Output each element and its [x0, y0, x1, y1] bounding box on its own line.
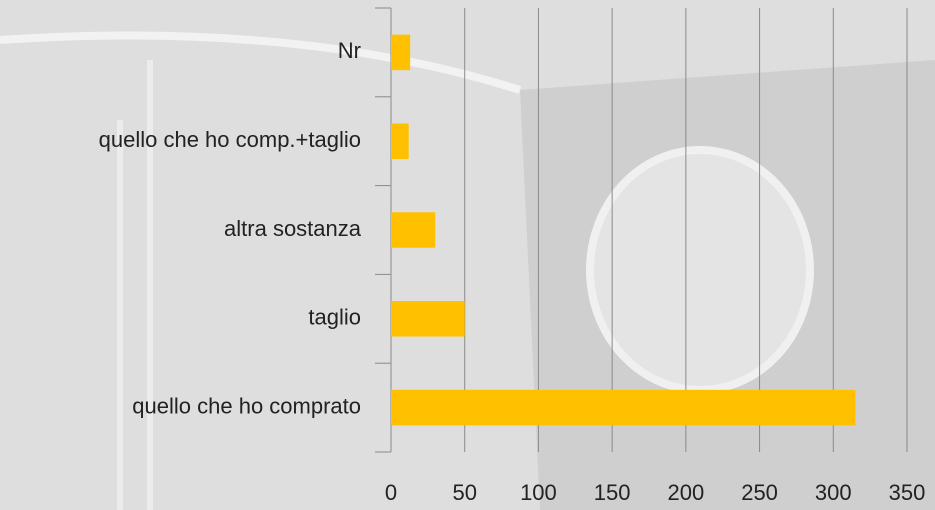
- x-tick-label: 150: [594, 480, 631, 505]
- x-tick-label: 300: [815, 480, 852, 505]
- x-tick-label: 100: [520, 480, 557, 505]
- y-tick-label: altra sostanza: [224, 216, 362, 241]
- background-stroke: [117, 60, 153, 510]
- x-tick-label: 50: [452, 480, 476, 505]
- bar: [391, 301, 465, 337]
- y-tick-label: Nr: [338, 38, 361, 63]
- bar: [391, 212, 436, 248]
- x-tick-label: 200: [667, 480, 704, 505]
- bar: [391, 389, 856, 426]
- x-tick-label: 0: [385, 480, 397, 505]
- y-tick-label: quello che ho comprato: [132, 393, 361, 418]
- background-shape: [586, 146, 814, 394]
- y-tick-label: taglio: [308, 305, 361, 330]
- x-tick-label: 250: [741, 480, 778, 505]
- bar: [391, 123, 409, 159]
- plot-area: 0 50 100 150 200 250 300 350 Nr quello che ho com…: [99, 7, 926, 505]
- bar: [391, 34, 411, 71]
- y-tick-label: quello che ho comp.+taglio: [99, 127, 361, 152]
- background-stroke: [0, 31, 522, 94]
- x-tick-label: 350: [889, 480, 926, 505]
